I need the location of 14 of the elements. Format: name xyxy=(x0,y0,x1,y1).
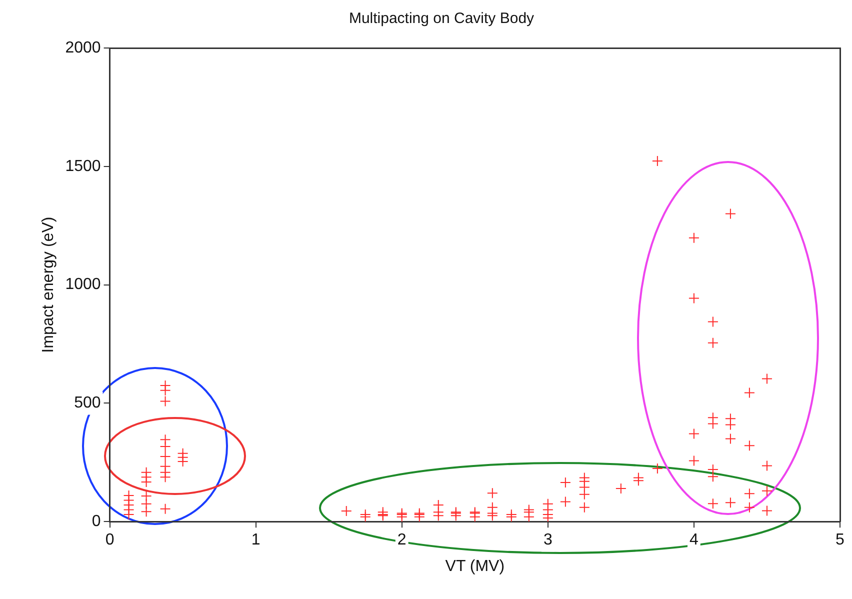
x-tick-label: 4 xyxy=(690,532,699,549)
y-tick-label: 500 xyxy=(74,394,101,412)
y-tick-label: 2000 xyxy=(65,39,101,56)
x-tick-label: 5 xyxy=(836,532,845,549)
y-axis-title: Impact energy (eV) xyxy=(40,216,58,353)
x-tick-label: 0 xyxy=(105,532,114,549)
x-tick-label: 2 xyxy=(397,532,406,549)
x-tick-label: 3 xyxy=(543,532,552,549)
x-axis-title: VT (MV) xyxy=(445,558,505,575)
y-tick-label: 1000 xyxy=(65,276,101,294)
y-tick-label: 0 xyxy=(92,513,101,530)
y-tick-label: 1500 xyxy=(65,158,101,175)
x-tick-label: 1 xyxy=(251,532,260,549)
chart-title: Multipacting on Cavity Body xyxy=(348,10,535,28)
